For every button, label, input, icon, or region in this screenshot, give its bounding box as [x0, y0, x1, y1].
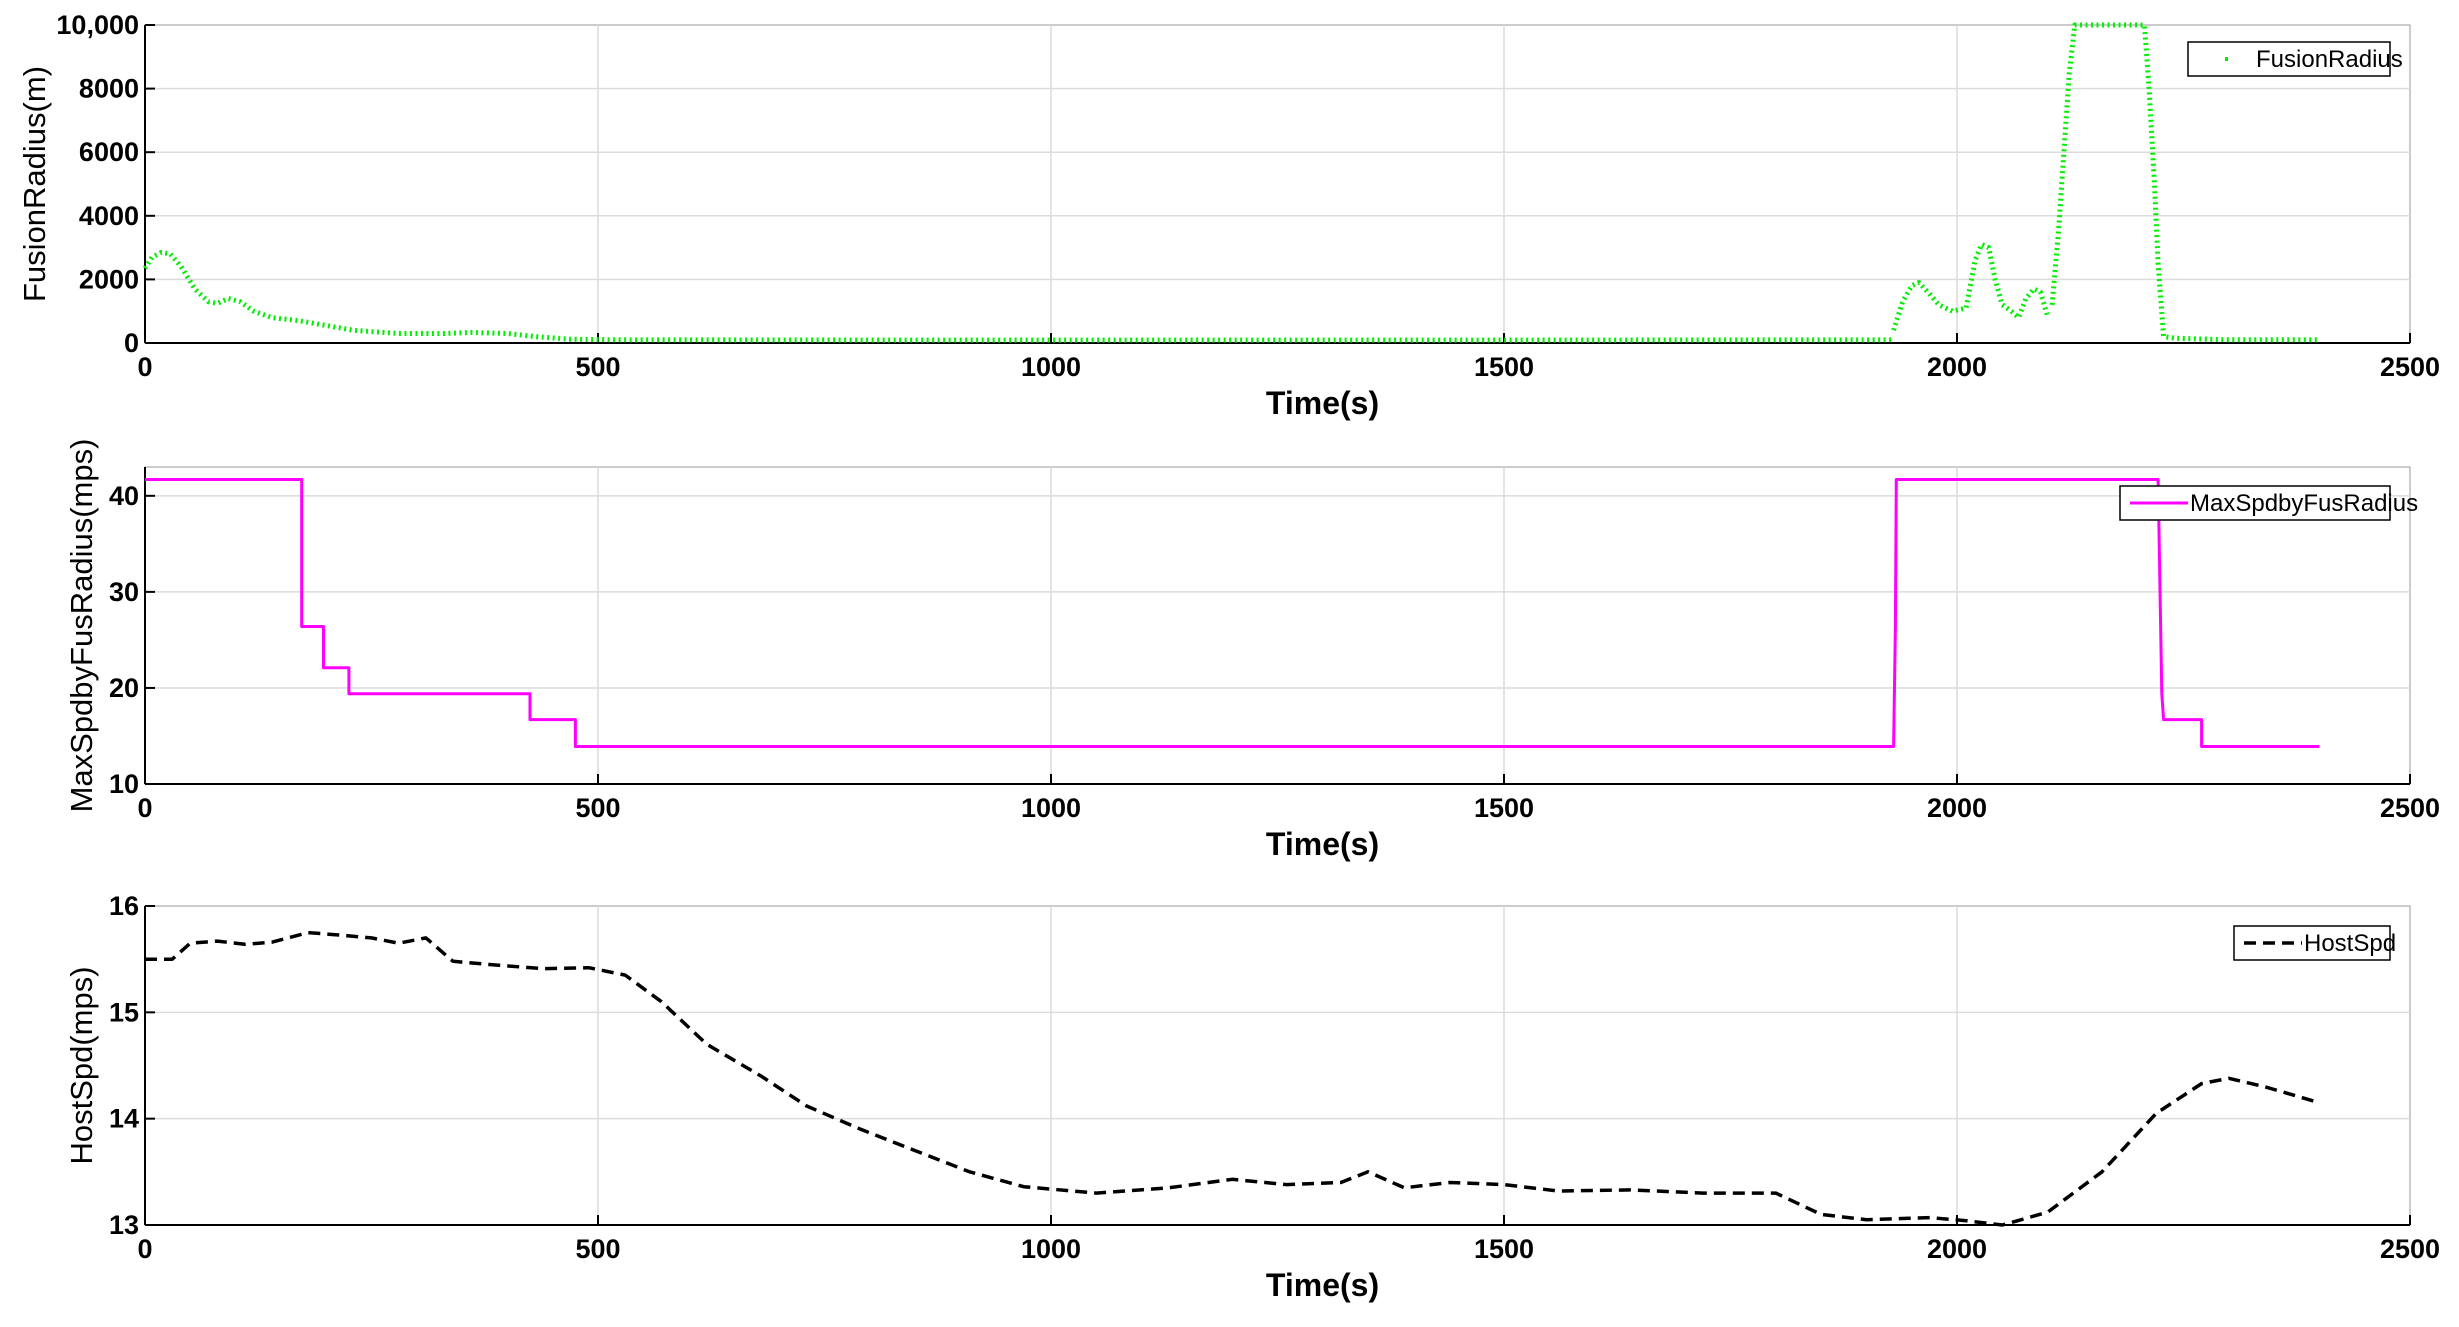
- legend-label: HostSpd: [2304, 930, 2396, 957]
- x-tick-label: 2500: [2380, 352, 2440, 382]
- y-axis-label: MaxSpdbyFusRadius(mps): [64, 439, 99, 813]
- x-tick-label: 1000: [1021, 793, 1081, 823]
- legend: HostSpd: [2233, 925, 2396, 961]
- y-axis-label: FusionRadius(m): [17, 66, 52, 302]
- x-tick-label: 500: [575, 793, 620, 823]
- y-tick-label: 15: [109, 997, 139, 1027]
- legend: MaxSpdbyFusRadius: [2119, 485, 2418, 521]
- plot-area: [144, 905, 2411, 1226]
- legend: FusionRadius: [2187, 41, 2403, 77]
- chart-panel-3: 0 500 1000 1500 2000 2500 13 14 15 16 Time(s) HostS…: [64, 891, 2440, 1303]
- x-tick-label: 2500: [2380, 793, 2440, 823]
- y-tick-label: 30: [109, 577, 139, 607]
- x-tick-label: 1500: [1474, 352, 1534, 382]
- y-tick-label: 40: [109, 481, 139, 511]
- y-tick-label: 8000: [79, 74, 139, 104]
- y-tick-label: 10,000: [56, 10, 139, 40]
- plot-area: [144, 24, 2411, 344]
- x-tick-label: 1500: [1474, 1234, 1534, 1264]
- x-tick-label: 1000: [1021, 352, 1081, 382]
- x-tick-label: 500: [575, 352, 620, 382]
- series-line-FusionRadius-seg1: [142, 249, 1894, 343]
- y-tick-label: 16: [109, 891, 139, 921]
- y-tick-label: 20: [109, 673, 139, 703]
- plot-area: [144, 466, 2411, 785]
- series-line-FusionRadius-seg2: [1891, 241, 2050, 332]
- x-tick-label: 0: [137, 352, 152, 382]
- x-tick-label: 0: [137, 793, 152, 823]
- x-tick-label: 2000: [1927, 352, 1987, 382]
- y-tick-label: 13: [109, 1210, 139, 1240]
- y-tick-label: 2000: [79, 264, 139, 294]
- legend-box: [2233, 925, 2391, 961]
- legend-label: FusionRadius: [2256, 46, 2403, 73]
- x-tick-label: 2000: [1927, 793, 1987, 823]
- x-tick-label: 500: [575, 1234, 620, 1264]
- series-line-FusionRadius-seg3: [2049, 22, 2320, 343]
- chart-panel-1: 0 500 1000 1500 2000 2500 0 2000 4000 6000 8000 10,…: [17, 10, 2440, 421]
- y-tick-label: 14: [109, 1104, 139, 1134]
- x-axis-label: Time(s): [1266, 826, 1379, 862]
- x-tick-label: 2000: [1927, 1234, 1987, 1264]
- chart-panel-2: 0 500 1000 1500 2000 2500 10 20 30 40 Time(s) MaxSp…: [64, 439, 2440, 862]
- y-tick-label: 6000: [79, 137, 139, 167]
- x-tick-label: 2500: [2380, 1234, 2440, 1264]
- legend-box: [2187, 41, 2391, 77]
- y-axis-label: HostSpd(mps): [64, 966, 99, 1164]
- x-axis-label: Time(s): [1266, 385, 1379, 421]
- series-line-MaxSpdbyFusRadius: [145, 478, 2320, 748]
- legend-label: MaxSpdbyFusRadius: [2190, 490, 2418, 517]
- x-tick-label: 0: [137, 1234, 152, 1264]
- y-tick-label: 4000: [79, 201, 139, 231]
- series-line-HostSpd: [145, 930, 2320, 1227]
- x-tick-label: 1500: [1474, 793, 1534, 823]
- y-tick-label: 0: [124, 328, 139, 358]
- x-tick-label: 1000: [1021, 1234, 1081, 1264]
- x-axis-label: Time(s): [1266, 1267, 1379, 1303]
- y-tick-label: 10: [109, 769, 139, 799]
